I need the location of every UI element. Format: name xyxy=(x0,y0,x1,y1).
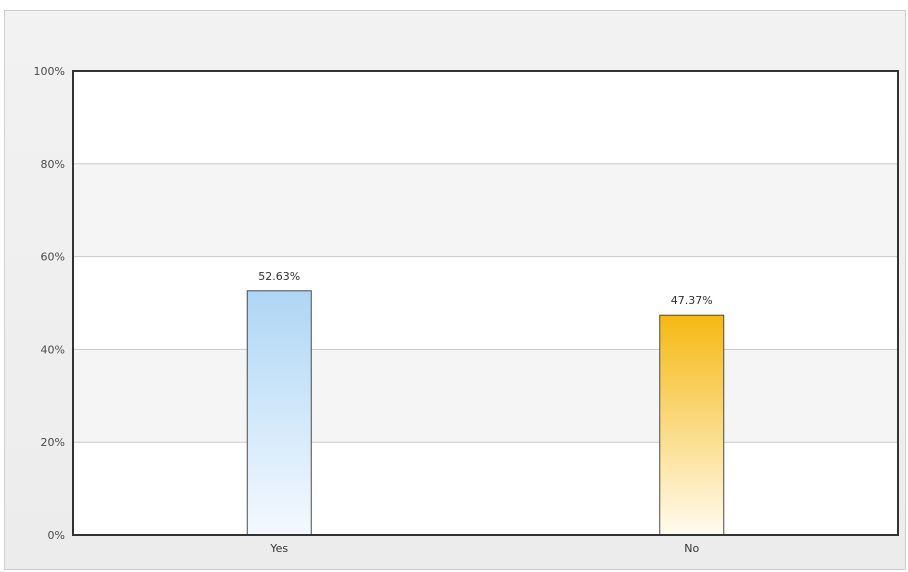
data-label: 52.63% xyxy=(258,270,300,283)
data-label: 47.37% xyxy=(671,294,713,307)
plot-band xyxy=(73,349,898,443)
bar-yes xyxy=(246,290,312,536)
plot-band xyxy=(73,71,898,164)
y-tick-label: 60% xyxy=(41,251,65,264)
plot-band xyxy=(73,256,898,350)
y-tick-label: 80% xyxy=(41,158,65,171)
bar-no xyxy=(659,314,725,536)
plot-border xyxy=(72,70,899,536)
x-axis-categories: Yes No xyxy=(269,542,699,555)
x-category-label: No xyxy=(684,542,699,555)
y-tick-label: 0% xyxy=(48,529,65,542)
plot-band xyxy=(73,163,898,257)
data-labels: 52.63% 47.37% xyxy=(258,270,712,307)
plot-band xyxy=(73,442,898,535)
x-category-label: Yes xyxy=(269,542,288,555)
y-tick-label: 20% xyxy=(41,436,65,449)
plot-background xyxy=(73,71,898,535)
y-tick-label: 100% xyxy=(34,65,65,78)
gridlines xyxy=(73,163,898,443)
y-tick-label: 40% xyxy=(41,343,65,356)
y-axis-ticks: 0% 20% 40% 60% 80% 100% xyxy=(34,65,65,542)
